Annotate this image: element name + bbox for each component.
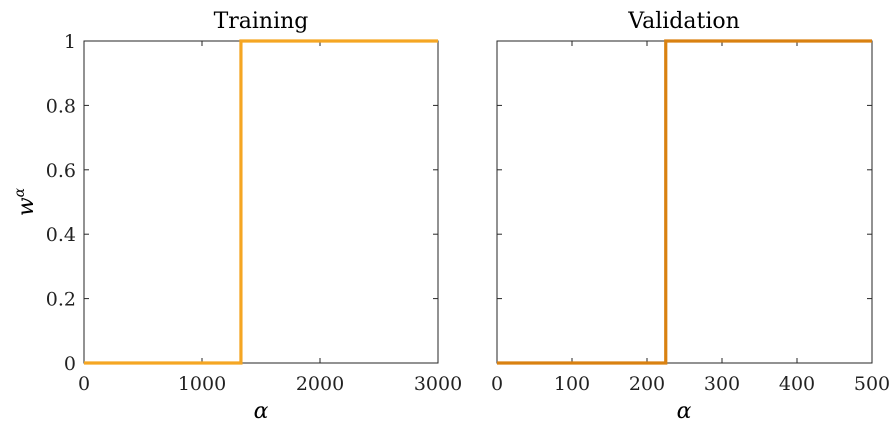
validation-x-axis-label: α (677, 399, 692, 424)
training-y-tick-label: 0.4 (46, 224, 76, 246)
validation-title: Validation (627, 9, 740, 34)
validation-x-tick-label: 400 (779, 373, 815, 395)
training-axes-box (83, 40, 439, 364)
validation-x-tick-label: 200 (629, 373, 665, 395)
training-y-tick-label: 0.8 (46, 95, 76, 117)
training-y-tick-label: 0.2 (46, 289, 76, 311)
y-axis-label-base: w (14, 197, 39, 216)
training-title: Training (214, 9, 309, 34)
validation-series-line (497, 39, 872, 365)
validation-ticks: 0 100 200 300 400 500 (491, 40, 890, 395)
validation-x-tick-label: 100 (554, 373, 590, 395)
validation-x-tick-label: 500 (854, 373, 890, 395)
training-ticks: 0 1000 2000 3000 0 0.2 0.4 0.6 0.8 1 (46, 31, 462, 395)
training-x-tick-label: 0 (78, 373, 90, 395)
training-x-tick-label: 1000 (178, 373, 226, 395)
validation-x-tick-label: 0 (491, 373, 503, 395)
validation-axes-box (496, 40, 873, 364)
validation-x-tick-label: 300 (704, 373, 740, 395)
training-x-tick-label: 3000 (414, 373, 462, 395)
training-x-axis-label: α (254, 399, 269, 424)
y-axis-label-superscript: α (12, 187, 28, 197)
training-y-tick-label: 0.6 (46, 160, 76, 182)
training-panel: Training 0 1000 2000 3000 0 0.2 0.4 0.6 0.8 1 α w… (12, 9, 462, 424)
training-y-tick-label: 0 (64, 353, 76, 375)
y-axis-label: wα (12, 187, 39, 216)
training-y-tick-label: 1 (64, 31, 76, 53)
validation-panel: Validation 0 100 200 300 400 500 α (491, 9, 890, 424)
training-series-line (84, 39, 438, 365)
training-x-tick-label: 2000 (296, 373, 344, 395)
